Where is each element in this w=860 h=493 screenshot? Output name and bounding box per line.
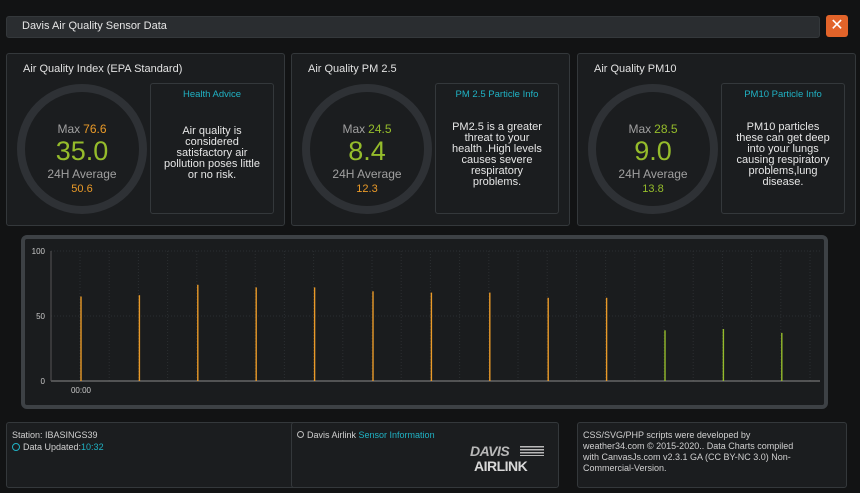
info-line: pollution poses little <box>163 158 260 170</box>
info-title[interactable]: PM 2.5 Particle Info <box>455 89 539 100</box>
avg-value: 50.6 <box>71 183 93 195</box>
aqi-chart-frame: 0 50 100 00:00 <box>21 235 828 409</box>
panel-title: Air Quality Index (EPA Standard) <box>23 63 183 75</box>
y-tick-label: 50 <box>36 312 45 321</box>
info-line: considered <box>185 136 239 148</box>
gauge-value: 35.0 <box>55 136 109 166</box>
credits-line: CSS/SVG/PHP scripts were developed by <box>583 430 751 440</box>
pm25-gauge: Max 24.5 8.4 24H Average 12.3 <box>302 84 432 214</box>
panel-title: Air Quality PM 2.5 <box>308 63 397 75</box>
max-label: Max <box>342 122 366 136</box>
info-title[interactable]: PM10 Particle Info <box>744 89 822 100</box>
info-line: problems,lung <box>748 165 818 177</box>
airlink-box: Davis Airlink Sensor Information DAVIS A… <box>291 422 559 488</box>
title-bar: Davis Air Quality Sensor Data <box>6 16 820 38</box>
max-value: 24.5 <box>368 122 392 136</box>
info-text: Air quality is considered satisfactory a… <box>156 126 268 181</box>
max-label: Max <box>57 122 81 136</box>
logo-top: DAVIS <box>470 443 510 459</box>
info-text: PM2.5 is a greater threat to your health… <box>441 122 553 188</box>
davis-airlink-logo: DAVIS AIRLINK <box>470 443 550 474</box>
logo-bottom: AIRLINK <box>474 458 528 474</box>
y-tick-label: 100 <box>32 247 46 256</box>
info-line: PM2.5 is a greater <box>452 121 542 133</box>
credits-line: with CanvasJs.com v2.3.1 GA (CC BY-NC 3.… <box>583 452 791 462</box>
aqi-gauge: Max 76.6 35.0 24H Average 50.6 <box>17 84 147 214</box>
credits-line: weather34.com © 2015-2020.. Data Charts … <box>583 441 794 451</box>
station-label: Station: IBASINGS39 <box>12 430 98 440</box>
info-title[interactable]: Health Advice <box>182 89 242 100</box>
info-line: Air quality is <box>182 125 242 137</box>
info-line: threat to your <box>464 132 530 144</box>
max-value: 76.6 <box>83 122 107 136</box>
credits-line: Commercial-Version. <box>583 463 667 473</box>
avg-label: 24H Average <box>47 167 117 181</box>
airlink-label: Davis Airlink <box>307 430 357 440</box>
avg-label: 24H Average <box>332 167 402 181</box>
station-box: Station: IBASINGS39 Data Updated:10:32 <box>6 422 299 488</box>
avg-value: 13.8 <box>642 183 664 195</box>
info-line: causing respiratory <box>736 154 830 166</box>
pm10-info-box: PM10 Particle Info PM10 particles these … <box>721 83 845 214</box>
updated-time: 10:32 <box>81 442 104 452</box>
close-button[interactable]: ✕ <box>826 15 848 37</box>
info-text: PM10 particles these can get deep into y… <box>727 122 839 188</box>
info-line: satisfactory air <box>176 147 248 159</box>
gauge-value: 8.4 <box>348 136 386 166</box>
info-line: into your lungs <box>747 143 819 155</box>
y-tick-label: 0 <box>41 377 46 386</box>
info-line: health .High levels <box>452 143 542 155</box>
pm10-panel: Air Quality PM10 Max 28.5 9.0 24H Average… <box>577 53 856 226</box>
window-title: Davis Air Quality Sensor Data <box>22 20 167 32</box>
pm25-info-box: PM 2.5 Particle Info PM2.5 is a greater … <box>435 83 559 214</box>
pm10-gauge: Max 28.5 9.0 24H Average 13.8 <box>588 84 718 214</box>
info-line: PM10 particles <box>746 121 820 133</box>
panel-title: Air Quality PM10 <box>594 63 677 75</box>
credits-box: CSS/SVG/PHP scripts were developed by we… <box>577 422 847 488</box>
info-icon <box>297 431 304 438</box>
info-line: causes severe <box>461 154 533 166</box>
x-tick-label: 00:00 <box>71 386 92 395</box>
aqi-bar-chart: 0 50 100 00:00 <box>32 247 820 395</box>
sensor-info-link[interactable]: Sensor Information <box>358 430 435 440</box>
pm25-panel: Air Quality PM 2.5 Max 24.5 8.4 24H Avera… <box>291 53 570 226</box>
info-line: or no risk. <box>187 169 237 181</box>
clock-icon <box>12 443 20 451</box>
avg-label: 24H Average <box>618 167 688 181</box>
info-line: problems. <box>472 176 522 188</box>
gauge-value: 9.0 <box>634 136 672 166</box>
max-label: Max <box>628 122 652 136</box>
max-value: 28.5 <box>654 122 678 136</box>
info-line: respiratory <box>471 165 523 177</box>
aqi-panel: Air Quality Index (EPA Standard) Max 76.6… <box>6 53 285 226</box>
updated-label: Data Updated: <box>23 442 82 452</box>
info-line: these can get deep <box>736 132 830 144</box>
info-line: disease. <box>762 176 804 188</box>
avg-value: 12.3 <box>356 183 378 195</box>
logo-stripes <box>520 446 544 456</box>
credits-text: CSS/SVG/PHP scripts were developed by we… <box>583 430 845 474</box>
health-advice-box: Health Advice Air quality is considered … <box>150 83 274 214</box>
